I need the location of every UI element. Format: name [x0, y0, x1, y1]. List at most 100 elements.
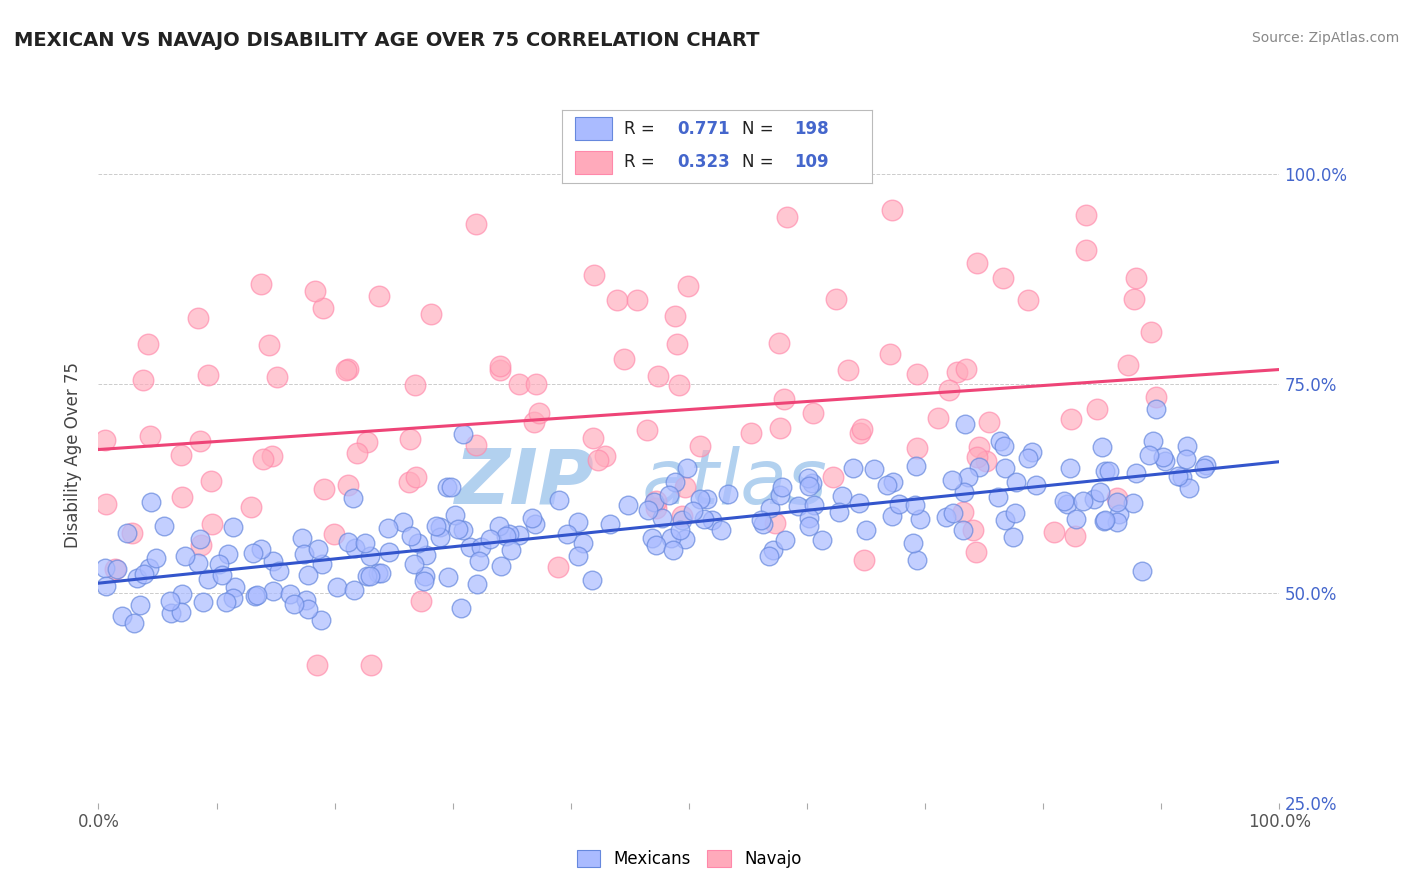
Point — [121, 526, 143, 541]
Text: atlas: atlas — [619, 446, 827, 520]
Point — [335, 363, 357, 377]
Point — [377, 521, 399, 535]
Point — [458, 540, 481, 554]
Point — [437, 570, 460, 584]
Point — [905, 441, 928, 455]
Point — [797, 511, 820, 525]
Point — [96, 579, 118, 593]
Point — [93, 561, 115, 575]
Point — [1074, 208, 1097, 222]
Point — [1004, 506, 1026, 520]
Point — [904, 498, 927, 512]
Point — [110, 608, 132, 623]
Point — [508, 528, 530, 542]
Point — [488, 518, 510, 533]
Point — [643, 495, 665, 509]
Point — [436, 479, 458, 493]
Point — [581, 573, 603, 587]
Point — [593, 449, 616, 463]
Point — [689, 491, 711, 506]
Point — [1060, 412, 1083, 426]
Point — [406, 536, 429, 550]
Point — [567, 516, 589, 530]
Point — [1167, 469, 1189, 483]
Point — [941, 473, 963, 487]
Point — [250, 541, 273, 556]
Legend: Mexicans, Navajo: Mexicans, Navajo — [569, 843, 808, 874]
Point — [962, 524, 984, 538]
Point — [398, 475, 420, 489]
Point — [489, 559, 512, 574]
Point — [662, 543, 685, 558]
Point — [769, 488, 792, 502]
Point — [908, 512, 931, 526]
Point — [700, 513, 723, 527]
Point — [311, 557, 333, 571]
Point — [188, 434, 211, 448]
Point — [311, 613, 333, 627]
Point — [879, 347, 901, 361]
Point — [671, 508, 693, 523]
Point — [1017, 293, 1039, 307]
Point — [828, 505, 851, 519]
Point — [942, 506, 965, 520]
Point — [837, 363, 859, 377]
Point — [217, 548, 239, 562]
Point — [465, 577, 488, 591]
Point — [243, 589, 266, 603]
Point — [312, 482, 335, 496]
Point — [1108, 507, 1130, 521]
Point — [128, 598, 150, 612]
Point — [953, 417, 976, 432]
Point — [257, 338, 280, 352]
Point — [1074, 244, 1097, 258]
Point — [242, 546, 264, 560]
Point — [974, 454, 997, 468]
Point — [664, 310, 686, 324]
Point — [811, 533, 834, 547]
Point — [1053, 493, 1076, 508]
Point — [841, 460, 863, 475]
Point — [682, 504, 704, 518]
Point — [658, 488, 681, 502]
Point — [429, 520, 451, 534]
Point — [994, 513, 1017, 527]
Point — [159, 593, 181, 607]
Point — [855, 523, 877, 537]
Point — [197, 572, 219, 586]
Point — [419, 307, 441, 321]
Point — [637, 503, 659, 517]
Point — [759, 501, 782, 516]
Text: Source: ZipAtlas.com: Source: ZipAtlas.com — [1251, 31, 1399, 45]
Point — [1107, 494, 1129, 508]
Point — [994, 461, 1017, 475]
Point — [993, 439, 1015, 453]
Point — [1085, 401, 1108, 416]
Point — [1091, 440, 1114, 454]
Point — [905, 459, 928, 474]
Point — [676, 278, 699, 293]
Point — [343, 583, 366, 598]
Point — [344, 541, 367, 555]
Point — [977, 415, 1000, 429]
Text: 109: 109 — [794, 153, 830, 171]
Point — [935, 510, 957, 524]
Point — [696, 492, 718, 507]
Point — [359, 569, 381, 583]
Point — [337, 361, 360, 376]
Point — [200, 474, 222, 488]
Text: R =: R = — [624, 153, 661, 171]
Point — [555, 527, 578, 541]
Point — [1125, 466, 1147, 480]
Point — [1122, 496, 1144, 510]
Point — [752, 516, 775, 531]
Point — [1130, 564, 1153, 578]
Point — [479, 532, 502, 546]
Point — [572, 536, 595, 550]
Point — [955, 362, 977, 376]
Point — [801, 406, 824, 420]
Point — [905, 368, 928, 382]
Point — [801, 476, 824, 491]
Point — [769, 421, 792, 435]
Point — [495, 529, 517, 543]
